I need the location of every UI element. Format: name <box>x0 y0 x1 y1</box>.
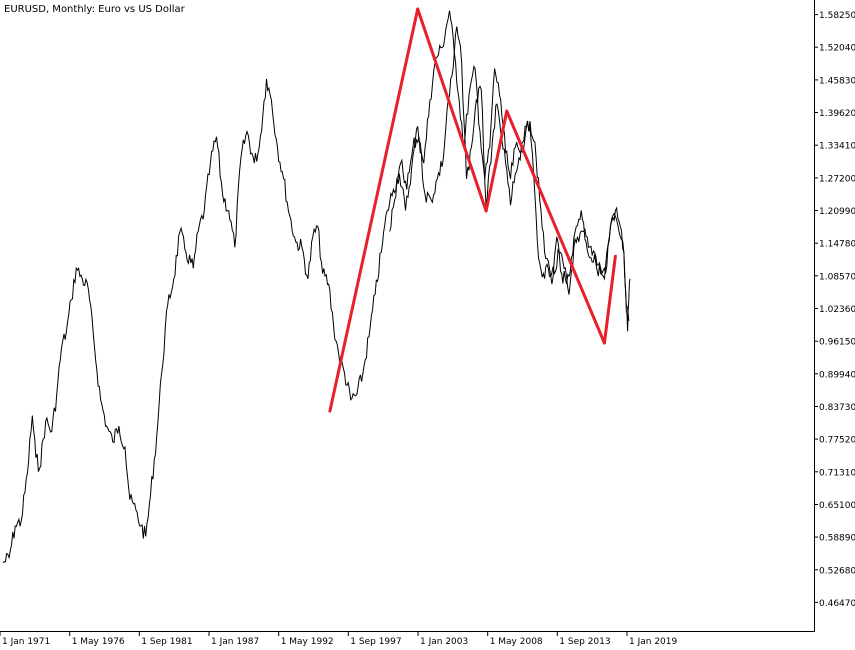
pattern-line-3[interactable] <box>484 109 509 213</box>
pattern-line-5[interactable] <box>602 254 617 345</box>
price-axis[interactable]: 1.58250 1.52040 1.45830 1.39620 1.33410 1.272… <box>814 11 855 609</box>
price-axis-label: 1.45830 <box>819 76 855 86</box>
time-axis[interactable]: 1 Jan 1971 1 May 1976 1 Sep 1981 1 Jan 1987… <box>0 631 677 647</box>
price-series-layer <box>2 10 631 564</box>
price-axis-label: 0.96150 <box>819 338 855 348</box>
price-axis-label: 0.71310 <box>819 468 855 478</box>
time-axis-label: 1 May 2008 <box>490 637 543 647</box>
price-axis-label: 1.27200 <box>819 174 855 184</box>
price-axis-label: 0.58890 <box>819 534 855 544</box>
price-axis-label: 0.83730 <box>819 403 855 413</box>
price-axis-label: 1.14780 <box>819 240 855 250</box>
price-axis-label: 1.39620 <box>819 109 855 119</box>
pattern-line-4[interactable] <box>505 109 606 345</box>
pattern-line-2[interactable] <box>416 7 488 213</box>
price-axis-label: 0.46470 <box>819 599 855 609</box>
price-axis-label: 1.33410 <box>819 142 855 152</box>
time-axis-label: 1 May 1976 <box>72 637 125 647</box>
price-axis-label: 0.77520 <box>819 436 855 446</box>
price-axis-label: 1.02360 <box>819 305 855 315</box>
price-axis-label: 1.08570 <box>819 272 855 282</box>
time-axis-label: 1 Jan 2019 <box>629 637 677 647</box>
price-line-segment-1 <box>2 10 630 564</box>
pattern-line-1[interactable] <box>328 7 420 413</box>
price-axis-label: 1.58250 <box>819 11 855 21</box>
time-axis-label: 1 May 1992 <box>281 637 334 647</box>
time-axis-label: 1 Sep 1997 <box>350 637 401 647</box>
time-axis-label: 1 Jan 2003 <box>420 637 468 647</box>
time-axis-label: 1 Sep 1981 <box>141 637 192 647</box>
pattern-overlay-layer[interactable] <box>328 7 617 413</box>
time-axis-label: 1 Jan 1987 <box>211 637 259 647</box>
chart-title: EURUSD, Monthly: Euro vs US Dollar <box>4 4 186 15</box>
price-axis-label: 0.89940 <box>819 370 855 380</box>
price-axis-label: 0.52680 <box>819 566 855 576</box>
price-axis-label: 1.20990 <box>819 207 855 217</box>
time-axis-label: 1 Sep 2013 <box>559 637 610 647</box>
price-line-segment-2 <box>389 26 631 332</box>
price-axis-label: 1.52040 <box>819 44 855 54</box>
price-axis-label: 0.65100 <box>819 501 855 511</box>
time-axis-label: 1 Jan 1971 <box>2 637 50 647</box>
